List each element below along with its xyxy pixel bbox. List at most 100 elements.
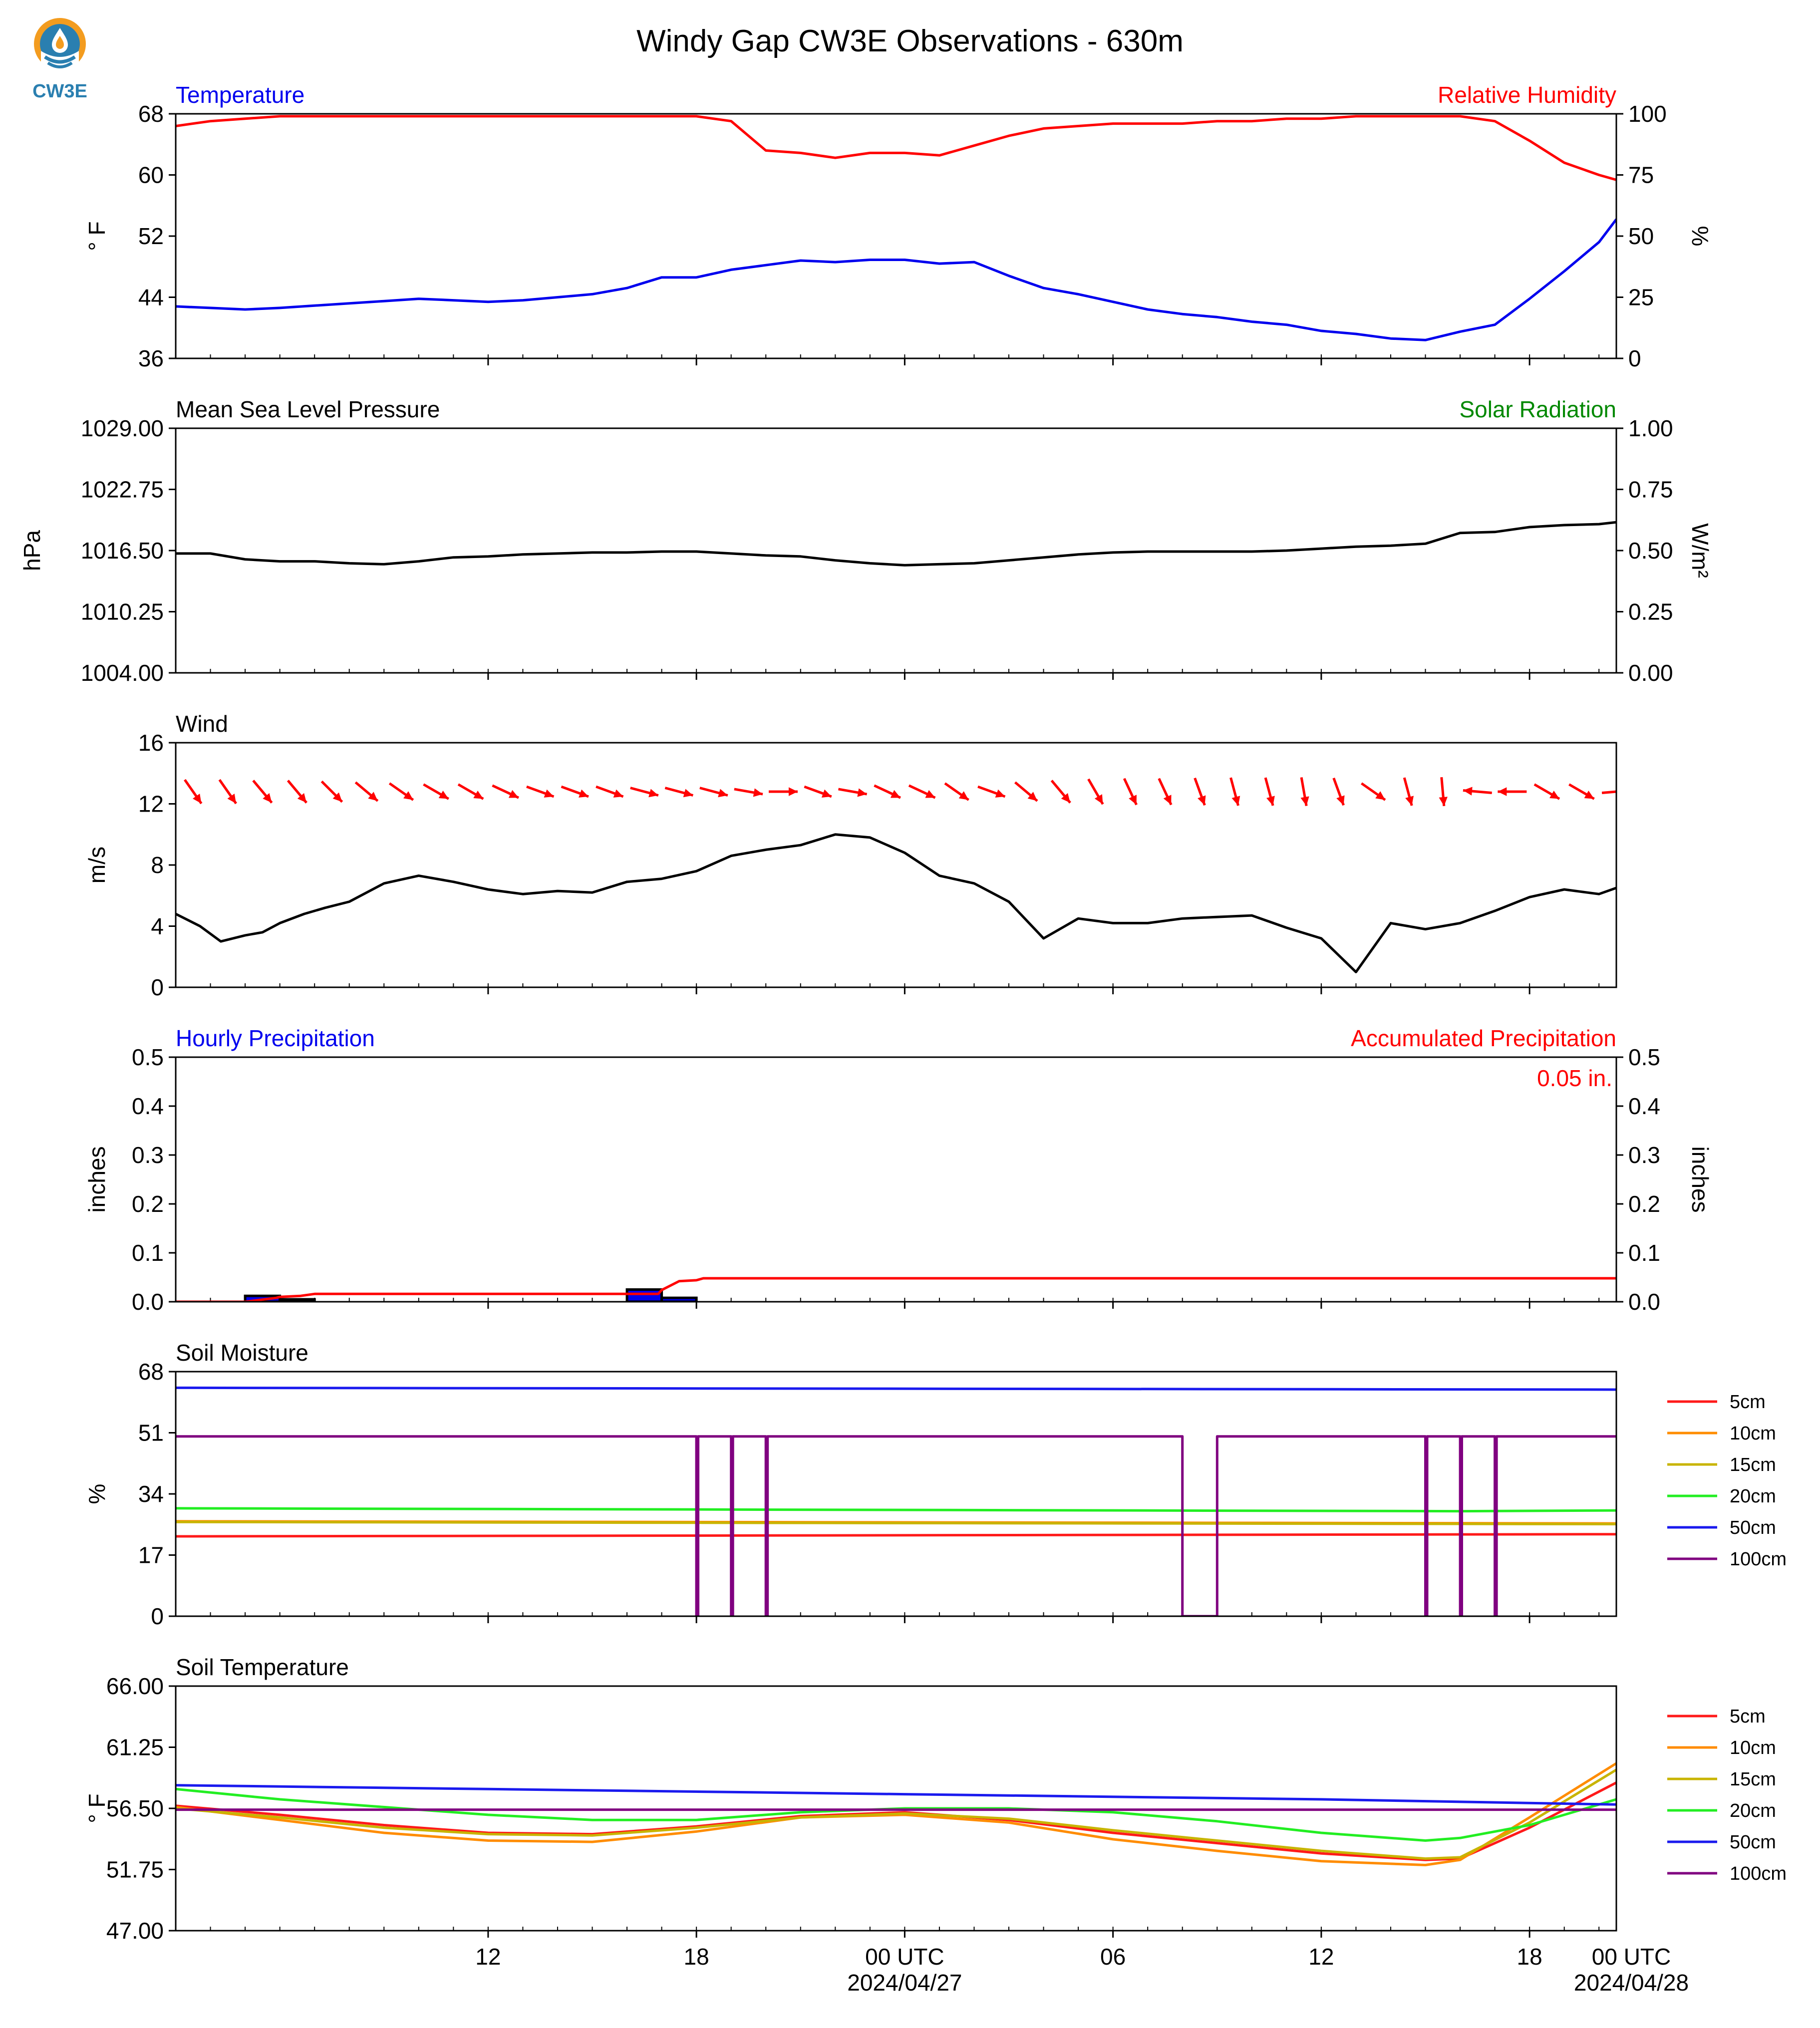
wind-arrow-head bbox=[297, 793, 307, 803]
y-tick-label-left: 16 bbox=[138, 730, 164, 756]
y-tick-label-left: 0 bbox=[151, 1603, 164, 1629]
wind-arrow bbox=[1439, 777, 1448, 807]
wind-arrow-head bbox=[1463, 787, 1473, 796]
wind-arrow bbox=[184, 779, 203, 805]
x-date-label: 2024/04/27 bbox=[847, 1970, 962, 1996]
wind-arrow bbox=[1087, 778, 1104, 805]
x-date-label: 2024/04/28 bbox=[1574, 1970, 1689, 1996]
wind-arrow bbox=[252, 780, 273, 804]
series-line-15cm bbox=[176, 1768, 1616, 1860]
figure-title: Windy Gap CW3E Observations - 630m bbox=[636, 24, 1184, 58]
legend-label: 10cm bbox=[1730, 1738, 1776, 1758]
wind-arrow-head bbox=[683, 789, 693, 798]
y-tick-label-left: 61.25 bbox=[106, 1735, 164, 1760]
y-tick-label-right: 0.5 bbox=[1628, 1044, 1660, 1070]
wind-arrow-head bbox=[332, 792, 342, 802]
panel-title-right: Accumulated Precipitation bbox=[1351, 1025, 1616, 1051]
wind-arrow-head bbox=[438, 790, 449, 799]
wind-arrow bbox=[1533, 783, 1560, 800]
x-tick-label: 12 bbox=[1308, 1944, 1334, 1970]
wind-arrow bbox=[1158, 778, 1173, 806]
wind-arrow-head bbox=[857, 788, 867, 797]
legend-label: 5cm bbox=[1730, 1392, 1766, 1413]
legend-label: 20cm bbox=[1730, 1486, 1776, 1507]
panel-title-right: Solar Radiation bbox=[1459, 396, 1616, 422]
y-tick-label-left: 44 bbox=[138, 285, 164, 310]
wind-arrow-head bbox=[788, 787, 798, 796]
wind-arrow-head bbox=[1549, 790, 1560, 799]
y-tick-label-left: 0.0 bbox=[132, 1289, 164, 1315]
wind-arrow-head bbox=[1300, 796, 1309, 806]
wind-arrow bbox=[977, 785, 1006, 798]
wind-arrow-head bbox=[890, 790, 901, 798]
panel-wind: 0 4 8 12 16 Wind m/s bbox=[84, 711, 1617, 1000]
logo-text: CW3E bbox=[32, 81, 87, 102]
legend-label: 20cm bbox=[1730, 1800, 1776, 1821]
plot-area bbox=[176, 1386, 1616, 1616]
panel-frame bbox=[175, 1685, 1617, 1932]
wind-arrow-head bbox=[925, 790, 935, 798]
wind-arrow-head bbox=[1061, 793, 1070, 803]
wind-arrow bbox=[908, 784, 936, 799]
y-tick-label-left: 56.50 bbox=[106, 1795, 164, 1821]
cw3e-logo-mark: CW3E bbox=[32, 18, 87, 102]
panel-title-right: Relative Humidity bbox=[1438, 82, 1616, 108]
y-tick-label-left: 12 bbox=[138, 791, 164, 817]
y-tick-label-left: 1016.50 bbox=[81, 538, 164, 564]
wind-arrow-head bbox=[1336, 795, 1345, 806]
panel-frame bbox=[175, 742, 1617, 988]
y-tick-label-right: 0.3 bbox=[1628, 1142, 1660, 1168]
x-tick-label: 18 bbox=[1517, 1944, 1542, 1970]
wind-arrow bbox=[874, 784, 901, 799]
y-tick-label-left: 0.4 bbox=[132, 1093, 164, 1119]
series-line-5cm bbox=[176, 1533, 1616, 1538]
series-line-mean-sea-level-pressure bbox=[176, 521, 1616, 567]
wind-arrow-head bbox=[1266, 796, 1275, 806]
plot-area bbox=[176, 1277, 1616, 1302]
wind-arrow-head bbox=[1231, 796, 1240, 806]
y-tick-label-left: 60 bbox=[138, 162, 164, 188]
y-tick-label-left: 51 bbox=[138, 1420, 164, 1446]
wind-arrow bbox=[287, 780, 307, 804]
y-tick-label-left: 0.1 bbox=[132, 1240, 164, 1266]
wind-arrow-head bbox=[995, 789, 1005, 798]
x-tick-label: 18 bbox=[684, 1944, 709, 1970]
panel-title-left: Soil Temperature bbox=[176, 1654, 349, 1680]
y-axis-label-left: ° F bbox=[84, 221, 110, 251]
wind-arrow bbox=[1463, 787, 1492, 796]
series-line-50cm bbox=[176, 1784, 1616, 1806]
y-axis-label-right: W/m² bbox=[1687, 523, 1713, 578]
y-tick-label-left: 1010.25 bbox=[81, 599, 164, 625]
precip-bar bbox=[279, 1298, 316, 1302]
wind-arrow bbox=[944, 782, 969, 801]
legend-label: 5cm bbox=[1730, 1706, 1766, 1727]
wind-arrow-head bbox=[508, 790, 519, 798]
wind-arrow bbox=[1014, 781, 1038, 802]
y-tick-label-left: 47.00 bbox=[106, 1918, 164, 1944]
wind-arrow bbox=[354, 781, 379, 802]
wind-arrow-head bbox=[1375, 791, 1385, 800]
y-tick-label-left: 66.00 bbox=[106, 1673, 164, 1699]
wind-arrow bbox=[561, 785, 589, 798]
wind-arrow bbox=[492, 784, 519, 799]
series-line-wind bbox=[176, 833, 1616, 973]
plot-area bbox=[176, 115, 1616, 341]
y-tick-label-right: 1.00 bbox=[1628, 415, 1673, 441]
y-tick-label-left: 36 bbox=[138, 345, 164, 371]
y-tick-label-left: 68 bbox=[138, 1359, 164, 1385]
y-tick-label-right: 0.25 bbox=[1628, 599, 1673, 625]
wind-arrow bbox=[1332, 777, 1345, 806]
panel-precip: 0.0 0.1 0.2 0.3 0.4 0.5 0.0 0.1 0.2 0.3 0.4 0.5 Hour… bbox=[84, 1025, 1713, 1315]
panel-title-left: Mean Sea Level Pressure bbox=[176, 396, 440, 422]
series-line-100cm bbox=[176, 1435, 1616, 1616]
wind-arrow bbox=[388, 782, 414, 801]
wind-arrow bbox=[1300, 777, 1309, 806]
wind-arrow bbox=[596, 785, 624, 798]
panel-title-left: Soil Moisture bbox=[176, 1340, 308, 1366]
y-tick-label-left: 1004.00 bbox=[81, 660, 164, 686]
wind-arrow-head bbox=[648, 789, 658, 798]
wind-arrow-head bbox=[368, 792, 378, 801]
panel-temp_rh: 36 44 52 60 68 0 25 50 75 100 Temperature Relative … bbox=[84, 82, 1713, 371]
legend-label: 15cm bbox=[1730, 1454, 1776, 1475]
y-tick-label-right: 0 bbox=[1628, 345, 1641, 371]
